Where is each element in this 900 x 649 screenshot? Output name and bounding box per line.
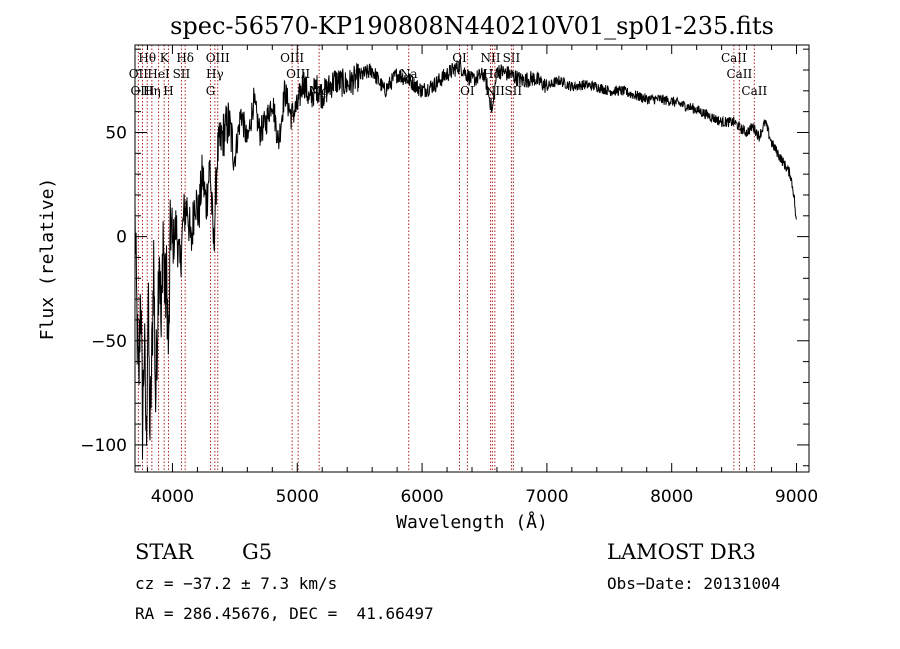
- spectral-line-label: HeI: [147, 67, 170, 81]
- x-tick-label: 7000: [525, 487, 568, 507]
- object-subclass: G5: [242, 540, 273, 564]
- spectral-line-label: Hθ: [138, 51, 156, 65]
- redshift-velocity: cz = −37.2 ± 7.3 km/s: [135, 574, 338, 593]
- x-tick-label: 6000: [400, 487, 443, 507]
- spectral-line-label: OII: [129, 67, 149, 81]
- spectral-line-label: CaII: [741, 84, 767, 98]
- observation-date: Obs−Date: 20131004: [607, 574, 781, 593]
- spectral-line-label: K: [160, 51, 170, 65]
- plot-frame: [134, 44, 810, 473]
- axis-ticks: [135, 45, 809, 472]
- x-axis-label: Wavelength (Å): [396, 511, 548, 533]
- spectral-line-label: OI: [452, 51, 467, 65]
- spectral-line-label: H: [163, 84, 173, 98]
- tick-labels: 4000 5000 6000 7000 8000 9000 −100 −50 0 50: [80, 123, 818, 507]
- spectral-line-label: CaII: [726, 67, 752, 81]
- y-axis-label: Flux (relative): [37, 178, 58, 341]
- spectral-line-label: Hγ: [206, 67, 224, 81]
- spectral-line-label: NII: [480, 51, 500, 65]
- object-class: STAR: [135, 540, 194, 564]
- spectral-line-label: CaII: [721, 51, 747, 65]
- y-tick-label: 50: [105, 123, 127, 143]
- x-tick-label: 5000: [276, 487, 319, 507]
- spectral-line-label: OIII: [206, 51, 230, 65]
- survey-name: LAMOST DR3: [607, 540, 756, 564]
- x-tick-label: 4000: [151, 487, 194, 507]
- spectral-line-label: Hδ: [176, 51, 194, 65]
- spectral-line-label: OIII: [130, 84, 154, 98]
- chart-title: spec-56570-KP190808N440210V01_sp01-235.f…: [170, 12, 774, 40]
- x-tick-label: 8000: [650, 487, 693, 507]
- spectral-line-label: SII: [503, 51, 521, 65]
- x-tick-label: 9000: [775, 487, 818, 507]
- spectral-line-markers: HθOIIOIIIKHeIHηHδSIIHOIIIHγGOIIIOIIIMgNa…: [129, 45, 767, 472]
- spectrum-line: [134, 59, 797, 460]
- sky-coordinates: RA = 286.45676, DEC = 41.66497: [135, 604, 434, 623]
- spectral-line-label: OI: [460, 84, 475, 98]
- spectral-line-label: G: [206, 84, 216, 98]
- spectral-line-label: Hη: [143, 84, 161, 98]
- spectral-line-label: SII: [504, 84, 522, 98]
- spectral-line-label: OIII: [280, 51, 304, 65]
- y-tick-label: −100: [80, 436, 127, 456]
- spectral-line-label: SII: [173, 67, 191, 81]
- y-tick-label: 0: [116, 228, 127, 248]
- y-tick-label: −50: [91, 332, 127, 352]
